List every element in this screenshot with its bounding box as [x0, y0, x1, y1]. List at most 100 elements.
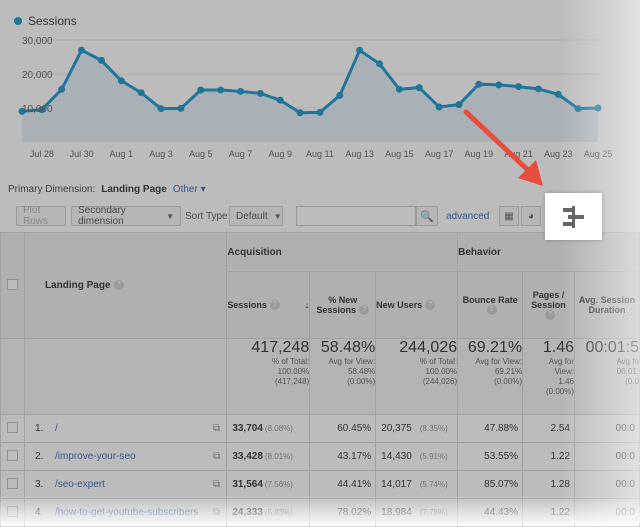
- new-users-cell: 20,375 (8.35%): [375, 414, 459, 443]
- sessions-point: [435, 103, 443, 111]
- row-checkbox[interactable]: [6, 449, 18, 461]
- total-bounce-sub1: Avg for View:: [475, 357, 523, 366]
- y-tick-label: 10,000: [22, 104, 53, 115]
- landing-page-link[interactable]: /how-to-get-youtube-subscribers: [54, 507, 199, 518]
- comparison-icon: [562, 205, 584, 228]
- new-users-cell: 14,430 (5.91%): [375, 442, 459, 471]
- row-checkbox-cell: [0, 498, 25, 527]
- new-users-cell: 18,984 (7.78%): [375, 498, 459, 527]
- dimension-other[interactable]: Other ▾: [173, 184, 206, 195]
- new-sessions-header-l2: Sessions: [316, 304, 356, 315]
- new-users-header[interactable]: New Users?: [375, 271, 459, 339]
- bounce-rate-header-label: Bounce Rate: [462, 294, 518, 305]
- sessions-point: [97, 56, 105, 64]
- help-icon[interactable]: ?: [545, 310, 556, 321]
- comparison-view-button[interactable]: [545, 193, 602, 240]
- row-index: 3.: [34, 479, 44, 490]
- new-sessions-cell: 43.17%: [309, 442, 377, 471]
- primary-dimension-label: Primary Dimension:: [8, 184, 96, 195]
- total-bounce-sub2: 69.21%: [494, 367, 523, 376]
- sessions-point: [117, 77, 125, 85]
- new-users-value: 18,984: [381, 507, 412, 518]
- y-tick-label: 20,000: [22, 70, 53, 81]
- sessions-point: [18, 107, 26, 115]
- sessions-pct: (8.08%): [264, 424, 293, 433]
- new-users-header-label: New Users: [376, 299, 423, 310]
- secondary-dimension-select[interactable]: Secondary dimension ▼: [71, 205, 181, 227]
- sessions-point: [574, 105, 582, 113]
- bounce-rate-cell: 47.88%: [457, 414, 524, 443]
- total-new-users-sub1: % of Total:: [419, 357, 458, 366]
- new-users-value: 14,430: [381, 451, 412, 462]
- help-icon[interactable]: ?: [269, 300, 280, 311]
- row-index: 2.: [34, 451, 44, 462]
- sessions-point: [217, 86, 225, 94]
- x-tick-label: Aug 3: [149, 149, 173, 159]
- landing-page-link[interactable]: /seo-expert: [54, 479, 105, 490]
- total-sessions-value: 417,248: [251, 339, 310, 356]
- landing-page-link[interactable]: /: [54, 423, 58, 434]
- plot-rows-button[interactable]: Plot Rows: [16, 205, 66, 227]
- open-link-icon[interactable]: ⧉: [213, 507, 221, 518]
- landing-page-cell: 3. /seo-expert ⧉: [23, 470, 228, 499]
- sessions-point: [137, 89, 145, 97]
- open-link-icon[interactable]: ⧉: [213, 479, 221, 490]
- select-all-checkbox[interactable]: [6, 278, 18, 290]
- sort-type-select[interactable]: Default ▼: [229, 206, 283, 226]
- row-checkbox[interactable]: [6, 505, 18, 517]
- pie-view-button[interactable]: ◕: [521, 206, 541, 226]
- advanced-filter-link[interactable]: advanced: [446, 211, 490, 222]
- chart-svg: 30,000 20,000 10,000 Jul 28 Jul 30 Aug 1 Aug 3…: [18, 36, 612, 159]
- dimension-landing-page[interactable]: Landing Page: [101, 184, 167, 195]
- help-icon[interactable]: ?: [358, 305, 369, 316]
- sessions-point: [236, 87, 244, 95]
- sort-type-label: Sort Type:: [185, 211, 231, 222]
- new-sessions-header[interactable]: % New Sessions?: [309, 271, 377, 339]
- pie-icon: ◕: [527, 210, 535, 222]
- landing-page-link[interactable]: /improve-your-seo: [54, 451, 136, 462]
- new-sessions-cell: 78.02%: [309, 498, 377, 527]
- table-search-input[interactable]: [296, 206, 416, 226]
- table-row: 1. / ⧉ 33,704 (8.08%) 60.45% 20,375 (8.35%) 47.8…: [0, 414, 640, 443]
- open-link-icon[interactable]: ⧉: [213, 451, 221, 462]
- landing-page-header[interactable]: Landing Page?: [23, 232, 228, 339]
- sessions-point: [534, 85, 542, 93]
- total-pages-session: 1.46 Avg for View: 1.46 (0.00%): [522, 338, 575, 415]
- sessions-cell: 33,704 (8.08%): [226, 414, 311, 443]
- row-index: 4.: [34, 507, 44, 518]
- help-icon[interactable]: ?: [486, 305, 497, 316]
- help-icon[interactable]: ?: [113, 280, 124, 291]
- x-tick-label: Aug 13: [345, 149, 374, 159]
- pages-session-header[interactable]: Pages / Session?: [522, 271, 575, 339]
- bounce-rate-header[interactable]: Bounce Rate?: [457, 271, 524, 339]
- new-sessions-header-l1: % New: [328, 294, 358, 305]
- x-tick-label: Aug 9: [268, 149, 292, 159]
- help-icon[interactable]: ?: [425, 300, 436, 311]
- avg-duration-cell: 00:0: [574, 498, 640, 527]
- x-tick-label: Aug 19: [465, 149, 494, 159]
- avg-duration-header[interactable]: Avg. Session Duration: [574, 271, 640, 339]
- secondary-dimension-label: Secondary dimension: [78, 205, 126, 227]
- x-tick-label: Aug 5: [189, 149, 213, 159]
- row-checkbox[interactable]: [6, 477, 18, 489]
- sessions-point: [177, 104, 185, 112]
- open-link-icon[interactable]: ⧉: [213, 423, 221, 434]
- duration-header-l1: Avg. Session: [578, 295, 636, 305]
- table-row: 3./seo-expert ⧉ 31,564 (7.56%) 44.41% 14,017(…: [0, 470, 640, 499]
- table-view-button[interactable]: ▦: [499, 206, 519, 226]
- bounce-rate-cell: 53.55%: [457, 442, 524, 471]
- row-checkbox[interactable]: [6, 421, 18, 433]
- sessions-header[interactable]: Sessions? ↓: [226, 271, 311, 339]
- total-pages-sub2: View:: [554, 367, 574, 376]
- pages-header-l2: Session: [531, 299, 566, 310]
- sessions-cell: 31,564 (7.56%): [226, 470, 311, 499]
- x-tick-label: Aug 11: [306, 149, 334, 159]
- pages-session-cell: 1.28: [522, 470, 575, 499]
- sessions-point: [475, 80, 483, 88]
- total-avg-duration: 00:01:5 Avg fo 00:01: (0.0: [574, 338, 640, 415]
- total-bounce-value: 69.21%: [467, 339, 523, 356]
- bounce-rate-cell: 85.07%: [457, 470, 524, 499]
- search-button[interactable]: 🔍: [416, 206, 438, 226]
- sessions-point: [316, 108, 324, 116]
- landing-page-cell: 1. / ⧉: [23, 414, 228, 443]
